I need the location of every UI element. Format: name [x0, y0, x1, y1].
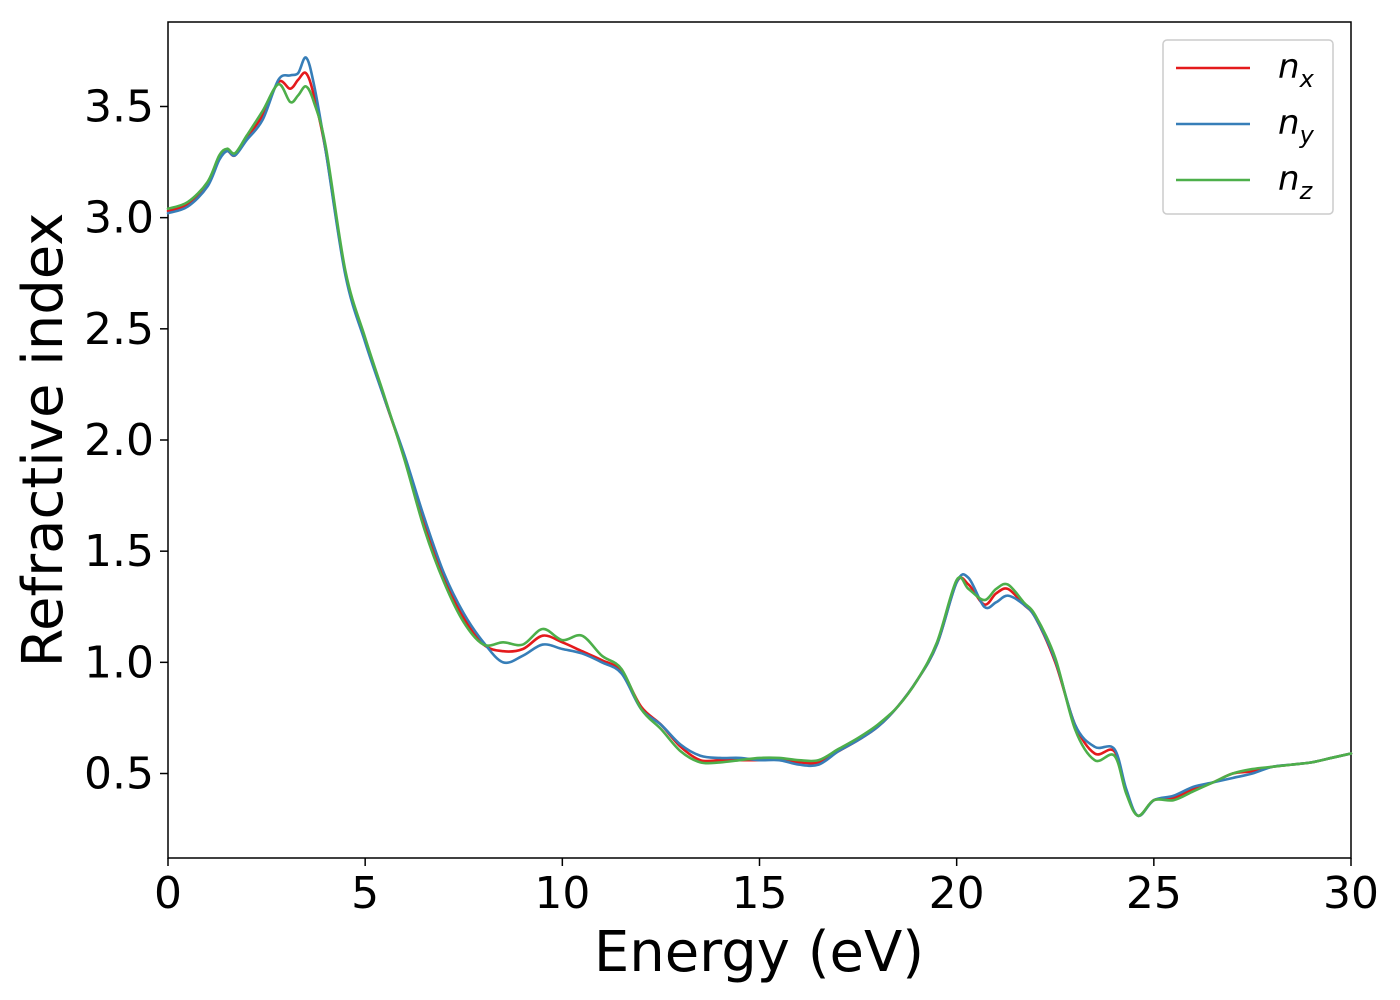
x-tick-label: 15	[732, 868, 788, 919]
series-line-nz	[166, 82, 1353, 818]
x-tick-label: 0	[154, 868, 182, 919]
y-tick-label: 1.5	[84, 526, 154, 577]
y-tick-label: 3.0	[84, 193, 154, 244]
y-tick-label: 1.0	[84, 637, 154, 688]
y-axis-ticks: 0.5 1.0 1.5 2.0 2.5 3.0 3.5	[84, 81, 168, 800]
x-tick-label: 10	[534, 868, 590, 919]
legend-frame	[1162, 39, 1334, 215]
x-axis-title: Energy (eV)	[594, 920, 924, 985]
legend-label-subscript: x	[1299, 65, 1315, 93]
y-tick-label: 2.5	[84, 304, 154, 355]
legend-label-nz: nz	[1278, 159, 1314, 205]
x-tick-label: 25	[1126, 868, 1182, 919]
x-axis-ticks: 0 5 10 15 20 25 30	[154, 858, 1379, 919]
legend-label-ny: ny	[1278, 103, 1315, 149]
legend-label-subscript: y	[1299, 121, 1315, 149]
plot-frame	[167, 21, 1352, 859]
legend-label-subscript: z	[1299, 177, 1314, 205]
y-tick-label: 2.0	[84, 415, 154, 466]
series-lines	[166, 56, 1353, 818]
legend-label-nx: nx	[1278, 47, 1315, 93]
legend-label-main: n	[1278, 47, 1300, 87]
x-tick-label: 20	[929, 868, 985, 919]
y-tick-label: 3.5	[84, 81, 154, 132]
legend-label-main: n	[1278, 103, 1300, 143]
x-tick-label: 5	[351, 868, 379, 919]
x-tick-label: 30	[1323, 868, 1379, 919]
y-tick-label: 0.5	[84, 749, 154, 800]
y-axis-title: Refractive index	[11, 213, 76, 668]
plot-area	[167, 21, 1352, 859]
legend-label-main: n	[1278, 159, 1300, 199]
